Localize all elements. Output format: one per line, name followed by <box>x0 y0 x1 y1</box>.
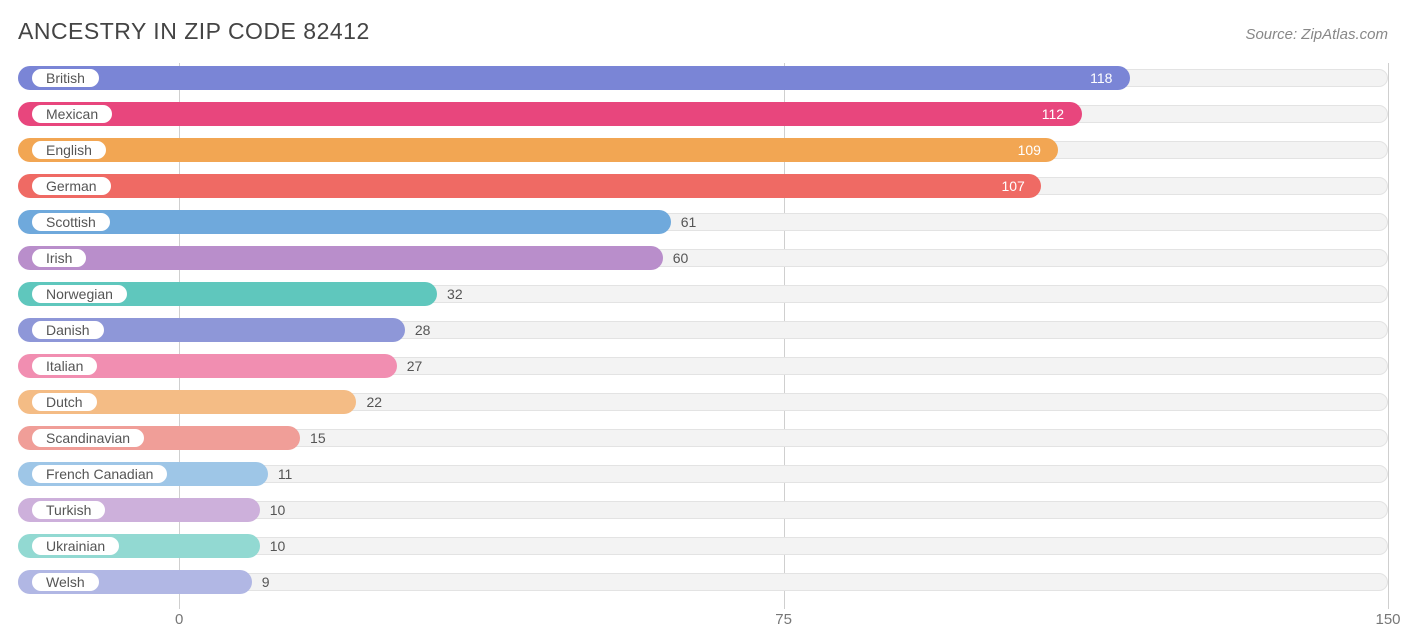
bar-row: Turkish 10 <box>18 495 1388 525</box>
bar-row: English 109 <box>18 135 1388 165</box>
bar <box>18 66 1130 90</box>
bar-row: French Canadian 11 <box>18 459 1388 489</box>
bar-row: Scandinavian 15 <box>18 423 1388 453</box>
bar-row: Italian 27 <box>18 351 1388 381</box>
bar-value: 22 <box>366 387 382 417</box>
bar-row: Danish 28 <box>18 315 1388 345</box>
chart-source: Source: ZipAtlas.com <box>1245 26 1388 43</box>
bar <box>18 174 1041 198</box>
bar-label-pill: Mexican <box>30 103 114 125</box>
bar-value: 112 <box>1042 99 1064 129</box>
bar-value: 118 <box>1090 63 1112 93</box>
bar-value: 11 <box>278 459 293 489</box>
ancestry-chart: ANCESTRY IN ZIP CODE 82412 Source: ZipAt… <box>0 0 1406 644</box>
bar-label-pill: Ukrainian <box>30 535 121 557</box>
bar-label-pill: Norwegian <box>30 283 129 305</box>
x-tick-label: 0 <box>175 611 183 628</box>
bar-label-pill: Welsh <box>30 571 101 593</box>
bar-row: Dutch 22 <box>18 387 1388 417</box>
bar-row: German 107 <box>18 171 1388 201</box>
chart-title: ANCESTRY IN ZIP CODE 82412 <box>18 18 370 45</box>
bar-label-pill: Scottish <box>30 211 112 233</box>
x-axis: 075150 <box>18 605 1388 633</box>
bar-label-pill: German <box>30 175 113 197</box>
bar-value: 10 <box>270 495 286 525</box>
bar-value: 109 <box>1018 135 1041 165</box>
bar-label-pill: French Canadian <box>30 463 169 485</box>
bar-label-pill: Danish <box>30 319 106 341</box>
bar-label-pill: Dutch <box>30 391 99 413</box>
bar-label-pill: Scandinavian <box>30 427 146 449</box>
bar-row: Ukrainian 10 <box>18 531 1388 561</box>
bar-row: Norwegian 32 <box>18 279 1388 309</box>
bar-label-pill: Turkish <box>30 499 107 521</box>
gridline <box>1388 63 1389 609</box>
bar-value: 9 <box>262 567 270 597</box>
chart-header: ANCESTRY IN ZIP CODE 82412 Source: ZipAt… <box>18 18 1388 45</box>
bar-value: 27 <box>407 351 423 381</box>
bar <box>18 210 671 234</box>
bar-label-pill: English <box>30 139 108 161</box>
bar-value: 60 <box>673 243 689 273</box>
bar <box>18 138 1058 162</box>
bar <box>18 246 663 270</box>
bar-label-pill: Italian <box>30 355 99 377</box>
bar-value: 15 <box>310 423 326 453</box>
bar-row: Mexican 112 <box>18 99 1388 129</box>
bar-row: Scottish 61 <box>18 207 1388 237</box>
bar-row: Irish 60 <box>18 243 1388 273</box>
bar-value: 32 <box>447 279 463 309</box>
bar-label-pill: Irish <box>30 247 88 269</box>
bar-value: 10 <box>270 531 286 561</box>
bar <box>18 102 1082 126</box>
bar-label-pill: British <box>30 67 101 89</box>
x-tick-label: 75 <box>775 611 792 628</box>
bar-row: British 118 <box>18 63 1388 93</box>
bar-value: 28 <box>415 315 431 345</box>
bar-value: 61 <box>681 207 697 237</box>
bar-value: 107 <box>1001 171 1024 201</box>
bar-row: Welsh 9 <box>18 567 1388 597</box>
x-tick-label: 150 <box>1375 611 1400 628</box>
plot-area: British118Mexican112English109German107S… <box>18 63 1388 603</box>
